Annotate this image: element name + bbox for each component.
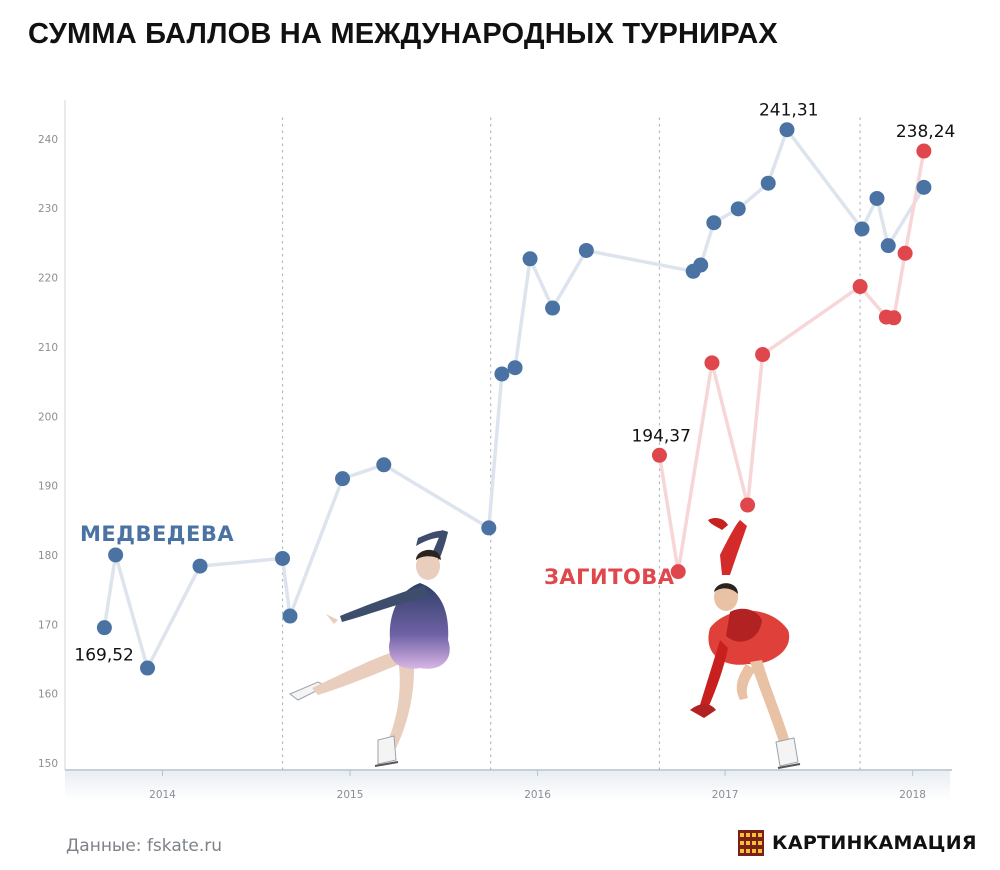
data-point-medvedeva	[693, 257, 709, 273]
data-point-medvedeva	[282, 608, 298, 624]
data-point-medvedeva	[335, 471, 351, 487]
data-points	[96, 122, 932, 676]
annotations-layer: 169,52 241,31 194,37 238,24 МЕДВЕДЕВА ЗАГИТОВ…	[74, 101, 955, 666]
y-tick-label: 150	[38, 758, 58, 770]
data-point-medvedeva	[494, 366, 510, 382]
data-point-zagitova	[740, 497, 756, 513]
data-point-medvedeva	[481, 520, 497, 536]
y-tick-label: 180	[38, 550, 58, 562]
data-point-medvedeva	[140, 660, 156, 676]
page-title: СУММА БАЛЛОВ НА МЕЖДУНАРОДНЫХ ТУРНИРАХ	[28, 18, 778, 50]
y-tick-label: 240	[38, 134, 58, 146]
value-callout: 194,37	[631, 426, 690, 446]
data-point-medvedeva	[507, 360, 523, 376]
series-line-medvedeva	[102, 127, 926, 670]
series-line-zagitova	[657, 150, 926, 574]
data-point-zagitova	[755, 347, 771, 363]
y-tick-label: 190	[38, 481, 58, 493]
x-tick-label: 2018	[899, 789, 926, 801]
data-point-medvedeva	[545, 300, 561, 316]
data-point-medvedeva	[376, 457, 392, 473]
zagitova-skater-figure	[690, 517, 801, 769]
value-callout: 241,31	[759, 101, 818, 121]
season-dividers	[281, 117, 861, 771]
y-tick-label: 210	[38, 342, 58, 354]
series-label-medvedeva: МЕДВЕДЕВА	[80, 522, 234, 546]
x-tick-label: 2017	[712, 789, 739, 801]
data-point-zagitova	[651, 447, 667, 463]
data-point-zagitova	[886, 310, 902, 326]
data-point-medvedeva	[522, 251, 538, 267]
value-callout: 238,24	[896, 122, 955, 142]
ice-floor	[65, 770, 950, 800]
axes-layer: 150 160 170 180 190 200 210 220 230 240 2014 2015 20…	[38, 100, 952, 801]
brand-name: КАРТИНКАМАЦИЯ	[772, 832, 977, 854]
data-point-medvedeva	[275, 550, 291, 566]
data-point-zagitova	[897, 245, 913, 261]
data-point-medvedeva	[779, 122, 795, 138]
brand-logo: КАРТИНКАМАЦИЯ	[738, 830, 977, 856]
data-point-zagitova	[852, 279, 868, 295]
data-point-medvedeva	[96, 620, 112, 636]
data-point-medvedeva	[854, 221, 870, 237]
source-note: Данные: fskate.ru	[66, 836, 223, 856]
data-point-zagitova	[670, 564, 686, 580]
data-point-medvedeva	[730, 201, 746, 217]
series-lines	[102, 127, 926, 670]
data-point-medvedeva	[880, 238, 896, 254]
y-tick-label: 230	[38, 203, 58, 215]
data-point-zagitova	[916, 143, 932, 159]
y-tick-label: 160	[38, 689, 58, 701]
data-point-medvedeva	[706, 215, 722, 231]
y-tick-label: 200	[38, 411, 58, 423]
x-tick-label: 2014	[149, 789, 176, 801]
data-point-medvedeva	[108, 547, 124, 563]
x-tick-label: 2016	[524, 789, 551, 801]
data-point-medvedeva	[192, 558, 208, 574]
x-tick-label: 2015	[337, 789, 364, 801]
data-point-medvedeva	[578, 242, 594, 258]
data-point-zagitova	[704, 355, 720, 371]
series-label-zagitova: ЗАГИТОВА	[544, 565, 675, 589]
medvedeva-skater-figure	[289, 530, 450, 767]
data-point-medvedeva	[916, 179, 932, 195]
y-tick-label: 170	[38, 619, 58, 631]
value-callout: 169,52	[74, 646, 133, 666]
y-tick-label: 220	[38, 273, 58, 285]
data-point-medvedeva	[760, 175, 776, 191]
data-point-medvedeva	[869, 190, 885, 206]
film-strip-icon	[738, 830, 764, 856]
